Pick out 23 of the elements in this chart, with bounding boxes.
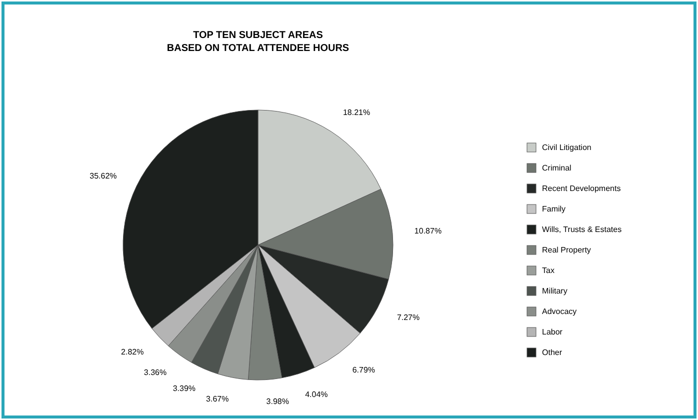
data-label: 18.21% (342, 108, 370, 118)
data-label: 4.04% (305, 390, 328, 399)
legend-label: Recent Developments (542, 184, 621, 194)
legend-label: Wills, Trusts & Estates (542, 225, 622, 234)
legend-label: Labor (542, 328, 563, 337)
data-label: 35.62% (90, 172, 117, 181)
legend-label: Civil Litigation (542, 143, 592, 152)
data-label: 3.67% (206, 394, 229, 404)
legend-label: Family (542, 204, 566, 214)
data-label: 3.39% (172, 384, 196, 394)
data-label: 7.27% (396, 313, 420, 322)
legend-label: Criminal (542, 164, 572, 173)
legend-label: Tax (542, 266, 554, 276)
chart-title: TOP TEN SUBJECT AREAS BASED ON TOTAL ATTENDEE HOURS (166, 30, 350, 54)
data-label: 3.36% (144, 368, 167, 377)
legend-label: Real Property (542, 246, 591, 255)
data-label: 10.87% (414, 226, 442, 236)
legend-label: Other (542, 348, 562, 358)
legend-label: Military (542, 286, 568, 296)
data-label: 6.79% (352, 366, 376, 375)
legend-label: Advocacy (542, 307, 577, 316)
data-label: 2.82% (121, 348, 144, 357)
data-label: 3.98% (266, 396, 289, 406)
